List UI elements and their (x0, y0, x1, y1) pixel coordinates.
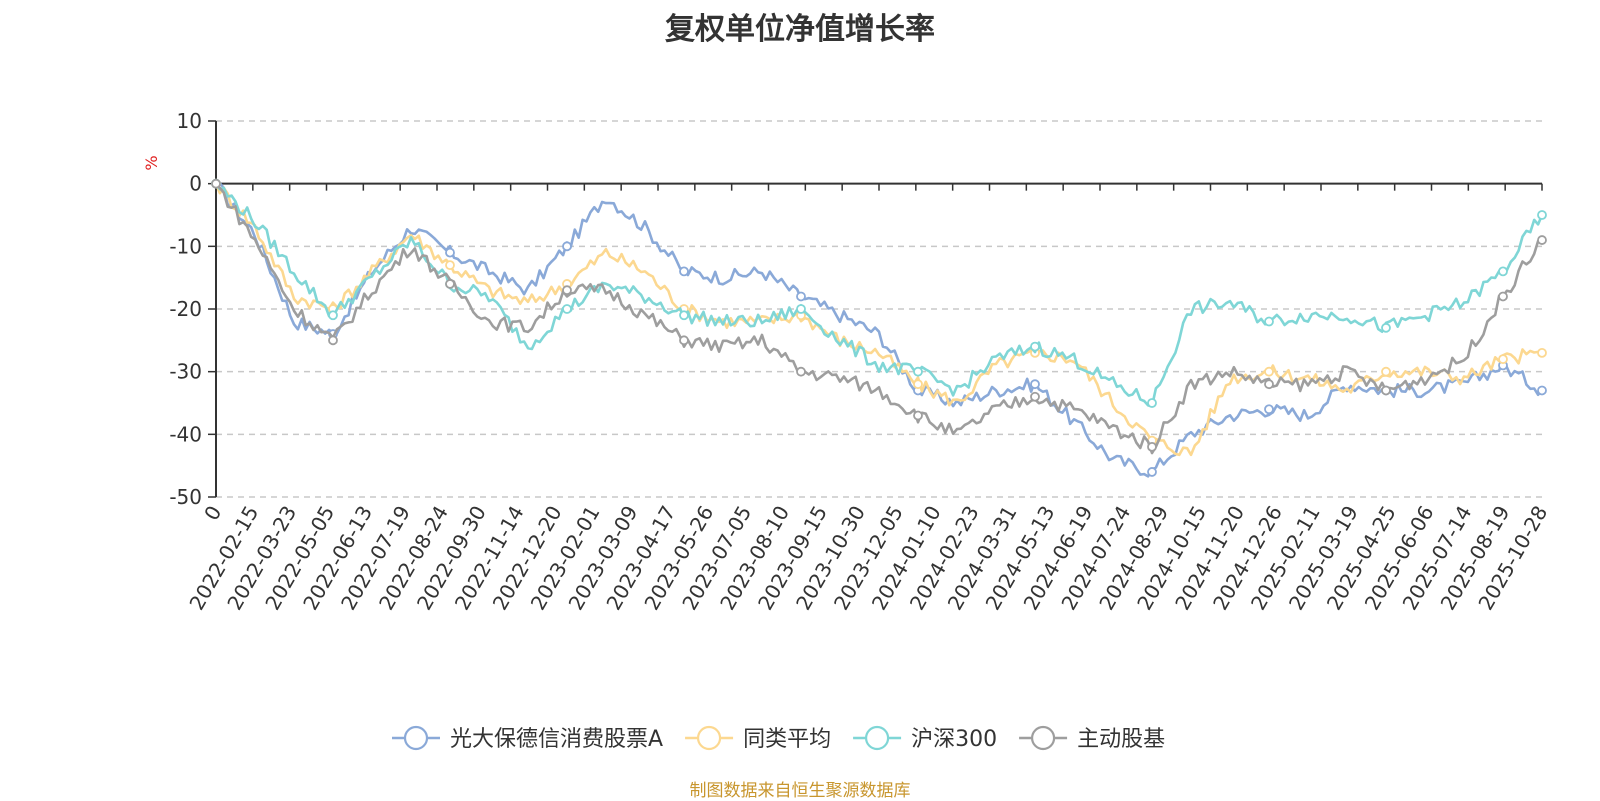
data-point (445, 247, 455, 258)
y-axis-unit-label: % (142, 155, 161, 170)
y-tick-label: -50 (169, 485, 202, 509)
grid-lines (216, 120, 1542, 498)
source-note: 制图数据来自恒生聚源数据库 (689, 781, 911, 801)
data-point (1264, 366, 1274, 377)
legend-label: 光大保德信消费股票A (450, 727, 663, 752)
data-point (211, 178, 221, 189)
axes: 100-10-20-30-40-5002022-02-152022-03-232… (169, 109, 1552, 614)
y-tick-label: -20 (169, 297, 202, 321)
legend-label: 沪深300 (911, 727, 997, 752)
series-line-1 (214, 183, 1543, 457)
data-point (1030, 379, 1040, 390)
data-point (1537, 235, 1547, 245)
data-point (445, 260, 455, 271)
data-point (913, 410, 923, 421)
legend-swatch-marker (1030, 725, 1056, 751)
series-line-3 (215, 182, 1543, 455)
y-tick-label: -30 (169, 360, 202, 384)
data-point (1381, 366, 1391, 377)
data-point (1264, 404, 1274, 415)
data-point (328, 310, 338, 321)
data-point (679, 310, 689, 321)
data-point (1537, 210, 1547, 220)
data-point (913, 379, 923, 390)
data-point (1537, 385, 1547, 396)
y-tick-label: -40 (169, 422, 202, 446)
data-point (1498, 354, 1508, 365)
legend-swatch-marker (403, 725, 429, 751)
series-line-0 (215, 182, 1543, 478)
legend-label: 同类平均 (743, 727, 831, 752)
x-tick-label-start: 0 (199, 502, 226, 525)
data-point (1264, 316, 1274, 327)
data-point (679, 335, 689, 346)
data-point (562, 304, 572, 314)
legend-label: 主动股基 (1077, 727, 1165, 752)
data-point (1537, 347, 1547, 358)
legend-item-2[interactable]: 沪深300 (853, 725, 997, 752)
series-lines (211, 178, 1547, 478)
data-point (1498, 266, 1508, 277)
legend-item-3[interactable]: 主动股基 (1019, 725, 1165, 752)
data-point (328, 335, 338, 346)
data-point (1030, 391, 1040, 402)
data-point (1147, 467, 1157, 477)
data-point (1381, 385, 1391, 396)
y-tick-label: 0 (189, 172, 202, 196)
data-point (796, 291, 806, 302)
data-point (1381, 322, 1391, 333)
data-point (913, 366, 923, 377)
data-point (562, 241, 572, 252)
legend-item-1[interactable]: 同类平均 (685, 725, 831, 752)
data-point (1147, 398, 1157, 408)
data-point (796, 366, 806, 377)
data-point (796, 304, 806, 314)
data-point (1030, 341, 1040, 352)
data-point (562, 285, 572, 296)
data-point (1264, 379, 1274, 390)
data-point (679, 266, 689, 277)
legend-item-0[interactable]: 光大保德信消费股票A (392, 725, 663, 752)
data-point (445, 279, 455, 289)
chart-title: 复权单位净值增长率 (665, 12, 935, 47)
y-tick-label: 10 (177, 109, 202, 133)
legend-swatch-marker (864, 725, 890, 751)
y-tick-label: -10 (169, 234, 202, 258)
legend-swatch-marker (696, 725, 722, 751)
data-point (1498, 291, 1508, 302)
data-point (1147, 441, 1157, 452)
series-line-2 (214, 182, 1544, 408)
legend: 光大保德信消费股票A 同类平均 沪深300 主动股基 (392, 725, 1165, 752)
